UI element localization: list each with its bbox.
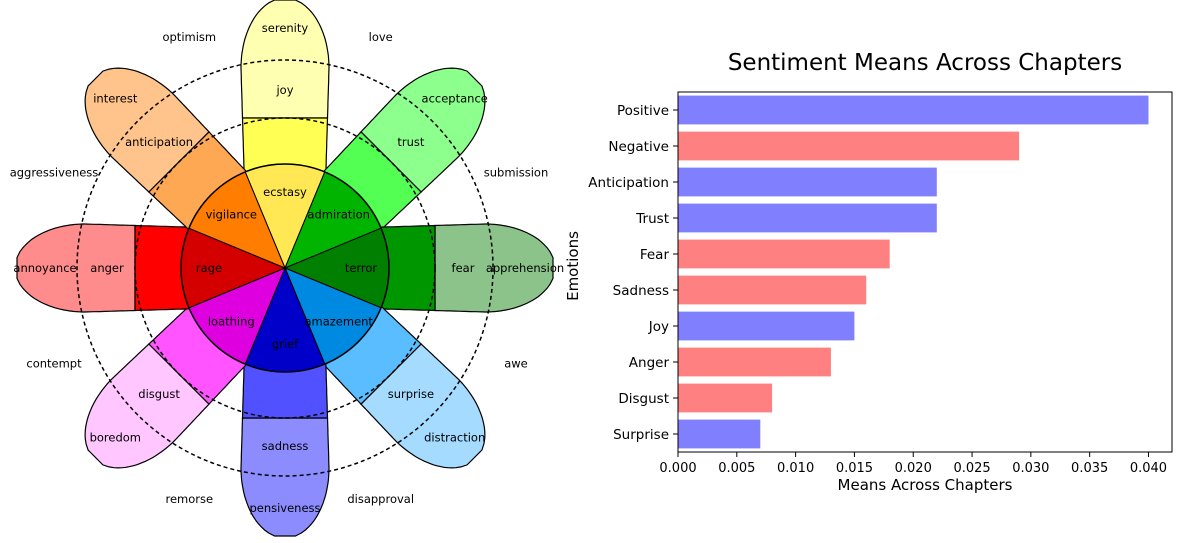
petal-mid-joy xyxy=(241,117,329,175)
emotion-label: vigilance xyxy=(206,207,257,221)
emotion-label: terror xyxy=(345,261,378,275)
dyad-label: optimism xyxy=(162,30,216,44)
bar-disgust xyxy=(678,383,773,413)
x-tick-label: 0.010 xyxy=(777,461,814,476)
emotion-label: boredom xyxy=(90,431,141,445)
bar-anger xyxy=(678,347,831,377)
x-tick-label: 0.005 xyxy=(718,461,755,476)
outer-dashed-ring xyxy=(76,59,494,477)
petal-mid-surprise xyxy=(321,304,422,405)
emotion-label: rage xyxy=(196,261,222,275)
petal-mid-anticipation xyxy=(148,131,249,232)
y-ticks: Positive Negative Anticipation Trust Fear Sad… xyxy=(588,103,678,443)
petal-tip-serenity xyxy=(240,0,330,119)
emotion-label: admiration xyxy=(307,207,370,221)
petal-tip-interest xyxy=(84,67,210,193)
y-tick-label: Anticipation xyxy=(588,175,669,191)
emotion-label: acceptance xyxy=(422,91,488,105)
emotion-label: surprise xyxy=(388,387,434,401)
emotion-label: distraction xyxy=(424,431,485,445)
plot-frame xyxy=(677,91,1173,453)
wheel-labels: serenity joy ecstasy acceptance trust admirat… xyxy=(10,21,564,515)
emotion-label: anticipation xyxy=(125,135,193,149)
emotion-label: annoyance xyxy=(13,261,76,275)
emotion-label: serenity xyxy=(262,21,309,35)
bar-anticipation xyxy=(678,167,937,197)
petal-mid-disgust xyxy=(148,304,249,405)
y-tick-label: Positive xyxy=(617,103,669,119)
x-tick-label: 0.025 xyxy=(953,461,990,476)
axis-frame xyxy=(677,91,1173,453)
bar-surprise xyxy=(678,419,761,449)
dyad-label: remorse xyxy=(166,492,214,506)
petal-mid-trust xyxy=(321,131,422,232)
bar-positive xyxy=(678,95,1149,125)
y-tick-label: Sadness xyxy=(613,283,669,299)
x-axis-label: Means Across Chapters xyxy=(838,476,1013,494)
emotion-label: amazement xyxy=(304,315,373,329)
bar-fear xyxy=(678,239,890,269)
bar-marks xyxy=(678,95,1149,449)
petal-tip-distraction xyxy=(360,343,486,469)
x-tick-label: 0.020 xyxy=(895,461,932,476)
x-tick-label: 0.000 xyxy=(659,461,696,476)
petal-tip-boredom xyxy=(84,343,210,469)
emotion-label: loathing xyxy=(208,315,255,329)
bar-negative xyxy=(678,131,1020,161)
petal-mid-sadness xyxy=(241,361,329,419)
x-tick-label: 0.015 xyxy=(836,461,873,476)
y-tick-label: Disgust xyxy=(618,391,669,407)
plutchik-wheel: serenity joy ecstasy acceptance trust admirat… xyxy=(10,0,564,537)
dyad-label: submission xyxy=(484,165,548,179)
inner-circle xyxy=(180,163,390,373)
y-tick-label: Trust xyxy=(635,211,669,227)
emotion-label: interest xyxy=(93,91,138,105)
petal-tip-pensiveness xyxy=(240,417,330,537)
x-tick-label: 0.035 xyxy=(1071,461,1108,476)
x-ticks: 0.000 0.005 0.010 0.015 0.020 0.025 0.030 0.035… xyxy=(659,452,1167,476)
y-tick-label: Joy xyxy=(648,319,669,335)
petal-mid-anger xyxy=(134,224,192,312)
emotion-label: joy xyxy=(275,83,293,97)
petal-tip-apprehension xyxy=(434,223,554,313)
y-axis-label: Emotions xyxy=(564,231,582,301)
bar-trust xyxy=(678,203,937,233)
dyad-label: disapproval xyxy=(347,492,414,506)
emotion-label: disgust xyxy=(138,387,180,401)
wheel-petal-middles xyxy=(134,117,436,419)
dyad-label: awe xyxy=(504,357,528,371)
bar-joy xyxy=(678,311,855,341)
middle-dashed-ring xyxy=(134,117,436,419)
petal-tip-acceptance xyxy=(360,67,486,193)
x-tick-label: 0.030 xyxy=(1012,461,1049,476)
petal-mid-fear xyxy=(378,224,436,312)
y-tick-label: Anger xyxy=(629,355,670,371)
wheel-rings xyxy=(76,59,494,477)
emotion-label: fear xyxy=(452,261,475,275)
emotion-label: sadness xyxy=(262,439,309,453)
emotion-label: anger xyxy=(90,261,124,275)
sentiment-bar-chart: Sentiment Means Across Chapters Emotions… xyxy=(564,50,1173,494)
dyad-label: love xyxy=(369,30,393,44)
wheel-core-segments xyxy=(180,163,390,373)
petal-tip-annoyance xyxy=(16,223,136,313)
dyad-label: aggressiveness xyxy=(10,165,99,179)
y-tick-label: Fear xyxy=(640,247,670,263)
bar-sadness xyxy=(678,275,867,305)
y-tick-label: Negative xyxy=(608,139,669,155)
emotion-label: apprehension xyxy=(486,261,564,275)
x-tick-label: 0.040 xyxy=(1130,461,1167,476)
dyad-label: contempt xyxy=(26,357,82,371)
emotion-label: pensiveness xyxy=(249,501,320,515)
emotion-label: grief xyxy=(272,337,299,351)
emotion-label: ecstasy xyxy=(263,185,307,199)
emotion-label: trust xyxy=(397,135,425,149)
chart-title: Sentiment Means Across Chapters xyxy=(728,50,1122,76)
y-tick-label: Surprise xyxy=(613,427,669,443)
wheel-petal-tips xyxy=(16,0,554,537)
